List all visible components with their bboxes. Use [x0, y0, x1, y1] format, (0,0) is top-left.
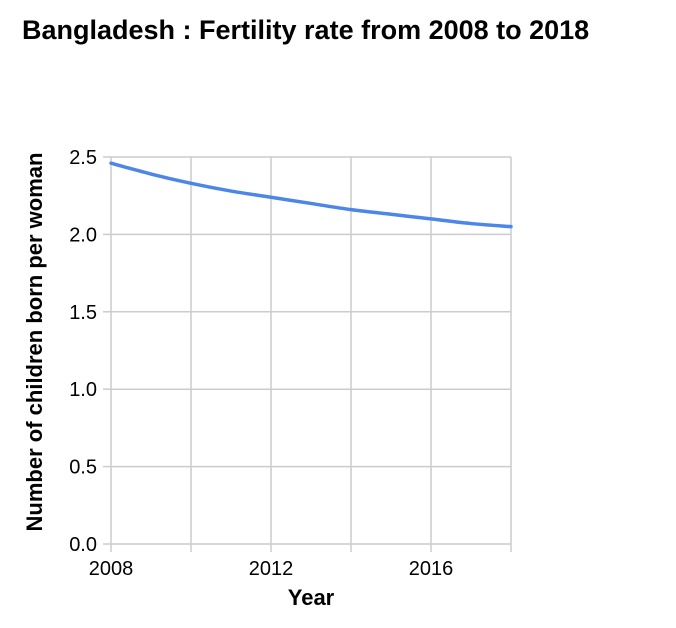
x-tick-label: 2012	[249, 558, 294, 580]
y-axis-title: Number of children born per woman	[22, 153, 47, 532]
y-tick-label: 1.5	[69, 302, 97, 324]
grid	[103, 156, 512, 552]
x-axis: 2008 2012 2016	[89, 558, 454, 580]
series-layer	[109, 161, 513, 229]
y-tick-label: 0.0	[69, 534, 97, 556]
x-axis-title: Year	[288, 585, 335, 610]
y-tick-label: 2.5	[69, 147, 97, 169]
y-tick-label: 2.0	[69, 224, 97, 246]
chart-title: Bangladesh : Fertility rate from 2008 to…	[22, 15, 590, 45]
y-tick-label: 0.5	[69, 457, 97, 479]
x-tick-label: 2008	[89, 558, 134, 580]
series-line	[109, 161, 513, 229]
y-axis: 0.0 0.5 1.0 1.5 2.0 2.5	[69, 147, 97, 556]
x-tick-label: 2016	[409, 558, 454, 580]
y-tick-label: 1.0	[69, 379, 97, 401]
